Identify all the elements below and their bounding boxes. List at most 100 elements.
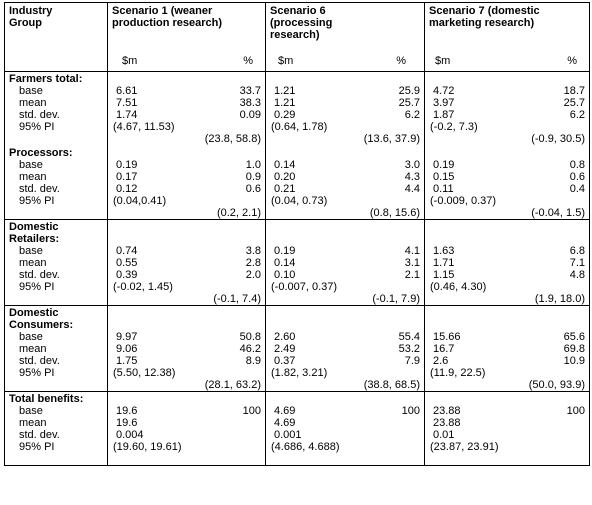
base-pct-value: 33.7 — [239, 85, 261, 97]
base-line: 0.74 3.8 — [108, 245, 265, 257]
std-dev-pct-value: 4.4 — [404, 183, 420, 195]
pi-pct-line: (38.8, 68.5) — [266, 379, 424, 391]
pi-pct-value: (0.8, 15.6) — [369, 207, 420, 219]
base-pct-value: 55.4 — [398, 331, 420, 343]
pi-pct-line: (-0.04, 1.5) — [425, 207, 589, 219]
std-dev-line: 0.10 2.1 — [266, 269, 424, 281]
pi-line: (1.82, 3.21) — [266, 367, 424, 379]
pi-pct-value: (28.1, 63.2) — [204, 379, 261, 391]
group-section-row: Total benefits: base mean std. dev. 95% PI 19… — [4, 391, 590, 466]
base-m-value: 2.60 — [274, 331, 296, 343]
row-label: std. dev. — [19, 355, 60, 367]
std-dev-pct-value: 0.4 — [569, 183, 585, 195]
pi-m-value: (1.82, 3.21) — [271, 367, 328, 379]
std-dev-m-value: 1.74 — [116, 109, 138, 121]
scenario-1-cell: 9.97 50.8 9.06 46.2 1.75 8.9 (5.50, 12.38) (28.… — [107, 305, 266, 392]
row-label: base — [19, 159, 43, 171]
std-dev-m-value: 2.6 — [433, 355, 449, 367]
pi-pct-value: (-0.04, 1.5) — [531, 207, 585, 219]
group-label: Domestic — [9, 307, 59, 319]
benefits-table: Industry Group Scenario 1 (weaner produc… — [4, 2, 590, 466]
spacer — [425, 319, 589, 331]
row-label: base — [19, 331, 43, 343]
base-line: 1.21 25.9 — [266, 85, 424, 97]
group-section-row: Domestic Retailers: base mean std. dev. 95% P… — [4, 219, 590, 306]
mean-line: 19.6 — [108, 417, 265, 429]
pi-m-value: (0.46, 4.30) — [430, 281, 487, 293]
group-label: Retailers: — [9, 233, 60, 245]
unit-m-label: $m — [278, 55, 294, 67]
pi-m-value: (-0.2, 7.3) — [430, 121, 478, 133]
std-dev-line: 1.87 6.2 — [425, 109, 589, 121]
pi-pct-line — [266, 453, 424, 465]
scenario-1-title: Scenario 1 (weaner production research) — [112, 5, 223, 29]
base-line: 2.60 55.4 — [266, 331, 424, 343]
base-pct-value: 3.0 — [404, 159, 420, 171]
row-label: 95% PI — [19, 281, 55, 293]
base-line: 9.97 50.8 — [108, 331, 265, 343]
scenario-1-cell: 0.74 3.8 0.55 2.8 0.39 2.0 (-0.02, 1.45) (-0.1,… — [107, 219, 266, 306]
row-label: base — [19, 85, 43, 97]
pi-pct-line: (-0.1, 7.9) — [266, 293, 424, 305]
industry-group-header: Industry Group — [4, 2, 108, 72]
mean-line: 0.17 0.9 — [108, 171, 265, 183]
mean-m-value: 16.7 — [433, 343, 455, 355]
mean-m-value: 1.21 — [274, 97, 296, 109]
row-label: mean — [19, 171, 47, 183]
table-body: Industry Group Scenario 1 (weaner produc… — [4, 2, 590, 466]
spacer — [425, 393, 589, 405]
mean-line: 9.06 46.2 — [108, 343, 265, 355]
base-pct-value: 65.6 — [563, 331, 585, 343]
pi-pct-line: (-0.9, 30.5) — [425, 133, 589, 145]
mean-line: 1.21 25.7 — [266, 97, 424, 109]
mean-m-value: 23.88 — [433, 417, 461, 429]
pi-pct-line: (28.1, 63.2) — [108, 379, 265, 391]
base-m-value: 0.19 — [116, 159, 138, 171]
base-pct-value: 4.1 — [404, 245, 420, 257]
mean-line: 4.69 — [266, 417, 424, 429]
scenario-6-cell: 0.19 4.1 0.14 3.1 0.10 2.1 (-0.007, 0.37) (-0.1… — [265, 219, 425, 306]
base-line: 4.69 100 — [266, 405, 424, 417]
pi-pct-value: (23.8, 58.8) — [204, 133, 261, 145]
mean-pct-value: 38.3 — [239, 97, 261, 109]
std-dev-m-value: 0.12 — [116, 183, 138, 195]
scenario-6-title: Scenario 6 (processing research) — [270, 5, 333, 41]
base-line: 6.61 33.7 — [108, 85, 265, 97]
std-dev-pct-value: 4.8 — [569, 269, 585, 281]
mean-line: 0.14 3.1 — [266, 257, 424, 269]
row-label: 95% PI — [19, 195, 55, 207]
std-dev-m-value: 1.15 — [433, 269, 455, 281]
pi-m-value: (23.87, 23.91) — [430, 441, 499, 453]
pi-pct-value: (-0.9, 30.5) — [531, 133, 585, 145]
mean-pct-value: 7.1 — [569, 257, 585, 269]
group-label: Consumers: — [9, 319, 74, 331]
mean-line: 7.51 38.3 — [108, 97, 265, 109]
mean-m-value: 2.49 — [274, 343, 296, 355]
industry-group-header-text: Industry Group — [9, 5, 53, 29]
base-pct-value: 6.8 — [569, 245, 585, 257]
scenario-6-header: Scenario 6 (processing research) $m% — [265, 2, 425, 72]
group-label: Farmers total: — [9, 73, 83, 85]
pi-line: (0.04,0.41) — [108, 195, 265, 207]
group-label-cell: Domestic Retailers: base mean std. dev. 95% P… — [4, 219, 108, 306]
pi-pct-value: (0.2, 2.1) — [216, 207, 261, 219]
pi-pct-line: (13.6, 37.9) — [266, 133, 424, 145]
mean-m-value: 1.71 — [433, 257, 455, 269]
group-label: Processors: — [9, 147, 73, 159]
mean-m-value: 0.20 — [274, 171, 296, 183]
unit-pct-label: % — [396, 55, 406, 67]
spacer — [5, 293, 107, 305]
spacer — [266, 233, 424, 245]
pi-line: (0.64, 1.78) — [266, 121, 424, 133]
scenario-1-header: Scenario 1 (weaner production research) … — [107, 2, 266, 72]
base-pct-value: 1.0 — [245, 159, 261, 171]
pi-pct-line: (0.8, 15.6) — [266, 207, 424, 219]
std-dev-m-value: 1.87 — [433, 109, 455, 121]
std-dev-line: 0.11 0.4 — [425, 183, 589, 195]
mean-line: 0.55 2.8 — [108, 257, 265, 269]
mean-line: 23.88 — [425, 417, 589, 429]
std-dev-pct-value: 2.0 — [245, 269, 261, 281]
row-label: 95% PI — [19, 367, 55, 379]
std-dev-m-value: 0.39 — [116, 269, 138, 281]
pi-line: (4.67, 11.53) — [108, 121, 265, 133]
